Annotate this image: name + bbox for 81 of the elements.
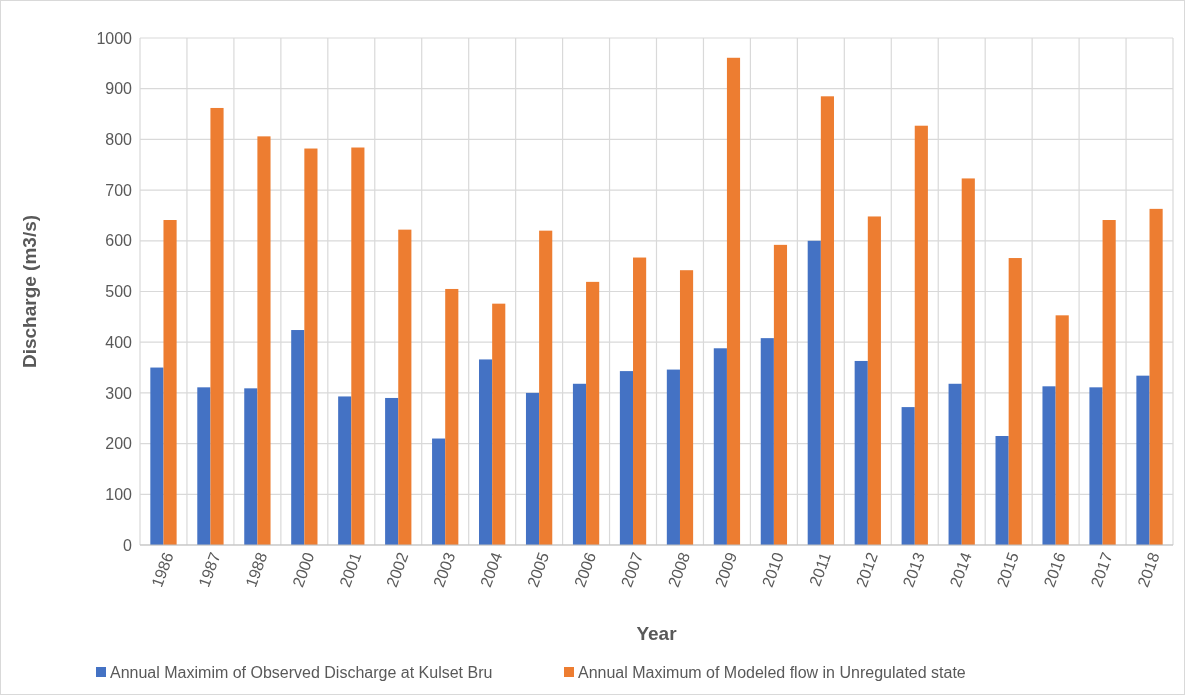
bar [492, 303, 506, 545]
bar [948, 383, 962, 545]
y-tick-label: 600 [105, 232, 133, 250]
y-tick-label: 200 [105, 435, 133, 453]
x-tick-label: 2004 [477, 550, 506, 590]
x-tick-label: 2000 [289, 550, 318, 590]
bar [163, 220, 177, 545]
y-tick-label: 800 [105, 131, 133, 148]
x-tick-label: 2015 [993, 550, 1022, 590]
bar [961, 178, 975, 545]
y-axis-title: Discharge (m3/s) [19, 214, 40, 369]
y-tick-label: 100 [105, 485, 133, 503]
y-tick-label: 0 [123, 536, 133, 554]
bar [995, 436, 1009, 545]
bar [1055, 315, 1069, 545]
bar [633, 257, 647, 545]
y-tick-label: 900 [105, 80, 133, 98]
bar [197, 387, 211, 545]
bar [304, 148, 318, 545]
bar [479, 359, 493, 545]
y-tick-label: 300 [105, 384, 133, 402]
bar [338, 396, 352, 545]
bar [807, 240, 821, 545]
bar [1149, 208, 1163, 545]
x-tick-label: 2001 [336, 550, 365, 590]
y-tick-label: 400 [105, 333, 133, 351]
y-tick-label: 500 [105, 283, 133, 301]
bar [914, 125, 928, 545]
x-tick-label: 2011 [806, 550, 834, 589]
bar [1008, 258, 1022, 545]
x-tick-label: 2008 [664, 550, 694, 590]
bar [726, 57, 741, 545]
x-tick-label: 2005 [524, 550, 553, 590]
bar [854, 360, 868, 545]
bar [1136, 375, 1150, 545]
bar [820, 96, 834, 545]
bar [525, 392, 540, 545]
x-axis-title: Year [636, 623, 678, 644]
x-tick-label: 2003 [430, 550, 459, 590]
x-tick-label: 2002 [383, 550, 412, 590]
bar [445, 288, 459, 545]
legend-label: Annual Maximim of Observed Discharge at Kulset Bru [110, 663, 493, 681]
y-tick-label: 700 [105, 181, 133, 199]
x-tick-label: 2012 [852, 550, 881, 590]
bar [572, 383, 587, 545]
x-tick-label: 2009 [711, 550, 741, 590]
x-tick-label: 1988 [242, 550, 271, 590]
bar [432, 438, 446, 545]
bar [398, 229, 412, 545]
bar [619, 371, 634, 545]
bar [1102, 220, 1116, 545]
bar [1042, 386, 1056, 545]
bar [244, 388, 258, 545]
bar [901, 407, 915, 545]
x-tick-label: 2007 [617, 550, 647, 590]
bar [867, 216, 881, 545]
bar [351, 147, 365, 545]
x-tick-label: 2017 [1087, 550, 1116, 590]
bar [291, 330, 305, 545]
bar [150, 367, 164, 545]
bar [385, 397, 399, 545]
x-tick-label: 2006 [571, 550, 600, 590]
bar [679, 270, 694, 545]
x-tick-label: 2016 [1040, 550, 1069, 590]
bar [760, 338, 774, 545]
x-tick-label: 2010 [758, 550, 787, 590]
bar [257, 136, 271, 545]
legend-label: Annual Maximum of Modeled flow in Unregulated state [578, 663, 966, 681]
bar [666, 369, 680, 545]
bar [586, 281, 600, 545]
bar [539, 230, 553, 545]
x-tick-label: 2018 [1134, 550, 1163, 590]
x-tick-label: 2014 [946, 550, 975, 590]
bar [713, 348, 727, 545]
bar [210, 107, 224, 545]
x-tick-label: 1986 [148, 550, 177, 590]
y-tick-label: 1000 [96, 29, 133, 47]
bar [773, 244, 788, 545]
x-tick-label: 1987 [195, 550, 224, 590]
x-tick-label: 2013 [899, 550, 928, 590]
bar [1089, 387, 1103, 545]
